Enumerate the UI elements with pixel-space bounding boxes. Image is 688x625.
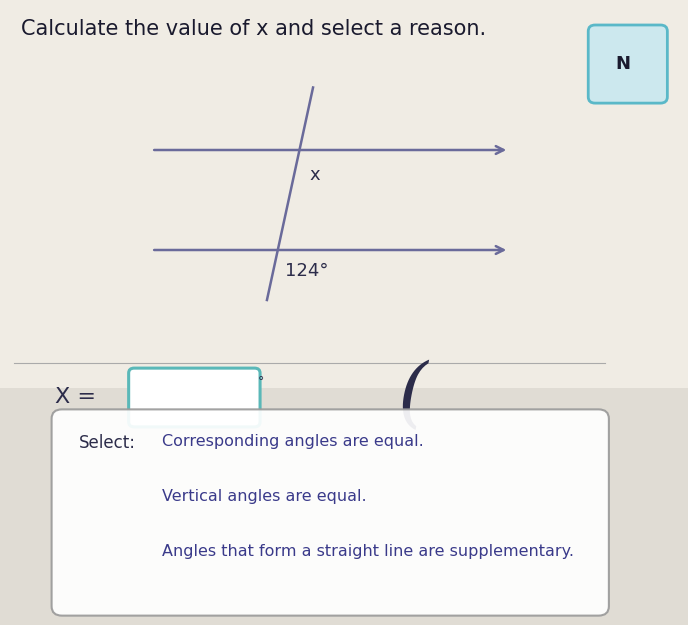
Text: °: ° <box>258 375 264 388</box>
FancyBboxPatch shape <box>588 25 667 103</box>
Text: Angles that form a straight line are supplementary.: Angles that form a straight line are sup… <box>162 544 574 559</box>
Text: Select:: Select: <box>79 434 136 452</box>
Text: (: ( <box>398 360 428 434</box>
Text: X =: X = <box>55 387 96 407</box>
FancyBboxPatch shape <box>0 0 688 425</box>
Text: Calculate the value of x and select a reason.: Calculate the value of x and select a re… <box>21 19 486 39</box>
FancyBboxPatch shape <box>0 388 688 625</box>
Text: Vertical angles are equal.: Vertical angles are equal. <box>162 489 366 504</box>
FancyBboxPatch shape <box>52 409 609 616</box>
Text: N: N <box>615 56 630 73</box>
Text: x: x <box>310 166 321 184</box>
Text: 124°: 124° <box>285 262 328 281</box>
FancyBboxPatch shape <box>129 368 260 427</box>
Text: Corresponding angles are equal.: Corresponding angles are equal. <box>162 434 423 449</box>
